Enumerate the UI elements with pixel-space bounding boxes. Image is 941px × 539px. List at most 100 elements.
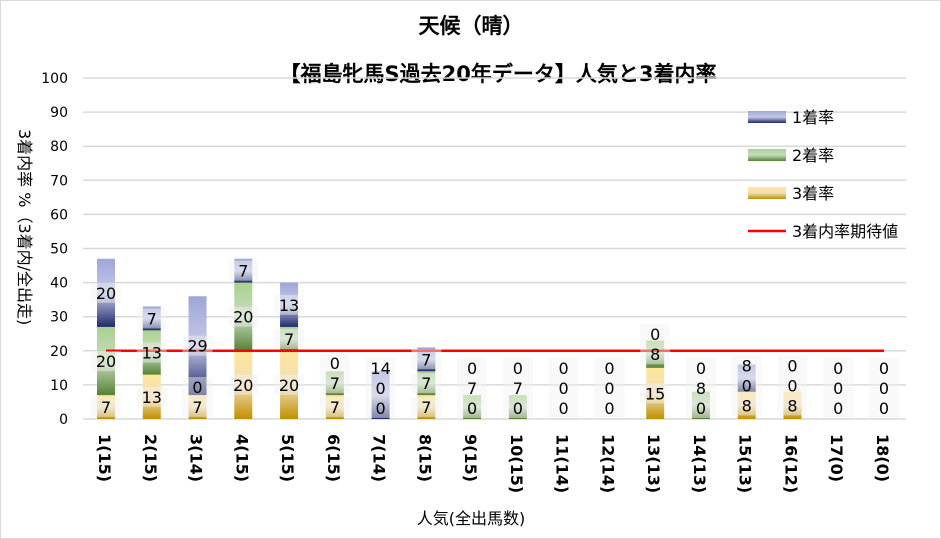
bar-segment-1 <box>97 395 115 419</box>
data-label-bg <box>548 378 579 398</box>
data-label-bg <box>685 358 716 378</box>
y-axis-label: 3着内率 %（3着内/全出走) <box>15 129 34 325</box>
data-label: 0 <box>513 359 523 378</box>
y-tick-label: 80 <box>50 139 68 155</box>
data-label-bg <box>365 378 396 398</box>
x-tick-label: 10(15) <box>507 434 526 493</box>
data-label: 7 <box>330 398 340 417</box>
data-label-bg <box>182 335 213 356</box>
data-label: 0 <box>192 378 202 397</box>
x-tick-label: 16(12) <box>781 434 800 493</box>
x-tick-label: 7(14) <box>370 434 389 482</box>
data-label: 8 <box>742 396 752 415</box>
legend: 1着率 2着率 3着率 3着内率期待値 <box>748 108 898 241</box>
y-tick-label: 0 <box>59 412 68 428</box>
y-tick-label: 90 <box>50 105 68 121</box>
data-label-bg <box>640 383 671 404</box>
bar-segment-1 <box>737 391 756 419</box>
data-label: 13 <box>142 344 162 363</box>
data-label: 0 <box>559 379 569 398</box>
legend-label: 3着内率期待値 <box>792 222 898 241</box>
data-label: 7 <box>421 350 431 369</box>
y-tick-label: 100 <box>41 71 68 87</box>
data-label: 0 <box>604 359 614 378</box>
data-label: 7 <box>147 309 157 328</box>
data-label: 7 <box>421 398 431 417</box>
legend-swatch <box>748 187 786 199</box>
bar-segment-2 <box>417 371 436 396</box>
data-label-bg <box>411 349 442 370</box>
x-tick-label: 9(15) <box>461 434 480 482</box>
data-label-bg <box>502 378 533 398</box>
data-label-bg <box>136 386 167 407</box>
legend-swatch <box>748 149 786 161</box>
x-axis-label: 人気(全出馬数) <box>417 509 526 528</box>
legend-label: 2着率 <box>792 146 834 165</box>
bar-segment-2 <box>691 391 710 419</box>
x-tick-label: 2(15) <box>141 434 160 482</box>
data-label-bg <box>731 375 762 396</box>
y-tick-label: 20 <box>50 344 68 360</box>
data-label-bg <box>274 374 305 395</box>
data-label-bg <box>228 306 259 327</box>
data-label: 7 <box>421 374 431 393</box>
x-tick-label: 5(15) <box>278 434 297 482</box>
data-label-bg <box>823 398 854 418</box>
data-label-bg <box>91 351 121 372</box>
data-label-bg <box>685 378 716 398</box>
data-label-bg <box>274 328 305 349</box>
data-label-bg <box>594 378 625 398</box>
data-label: 13 <box>279 296 299 315</box>
data-label-bg <box>502 358 533 378</box>
y-tick-label: 70 <box>50 173 68 189</box>
data-label-bg <box>594 358 625 378</box>
data-label: 0 <box>696 399 706 418</box>
data-label: 0 <box>513 399 523 418</box>
data-label: 29 <box>187 337 207 356</box>
x-tick-label: 12(14) <box>598 434 617 493</box>
bar-segment-3 <box>234 258 253 283</box>
data-label: 0 <box>833 379 843 398</box>
data-label: 7 <box>238 262 248 281</box>
data-label-bg <box>823 378 854 398</box>
x-tick-label: 15(13) <box>736 434 755 493</box>
bar-segment-1 <box>417 395 436 419</box>
chart-subtitle: 【福島牝馬S過去20年データ】人気と3着内率 <box>280 62 717 86</box>
data-label: 0 <box>559 399 569 418</box>
y-tick-label: 30 <box>50 310 68 326</box>
x-tick-label: 11(14) <box>553 434 572 493</box>
data-label: 0 <box>650 325 660 344</box>
data-label-bg <box>457 398 488 418</box>
data-label-bg <box>319 397 350 418</box>
data-label: 0 <box>787 376 797 395</box>
data-label-bg <box>182 377 213 398</box>
data-label-bg <box>457 358 488 378</box>
data-label: 0 <box>833 399 843 418</box>
bar-segment-3 <box>417 347 436 372</box>
data-label-bg <box>319 353 350 374</box>
chart-title: 天候（晴） <box>419 14 524 38</box>
data-label: 0 <box>604 399 614 418</box>
data-label: 7 <box>330 374 340 393</box>
data-label-bg <box>594 398 625 418</box>
y-tick-label: 50 <box>50 242 68 258</box>
data-label: 0 <box>467 359 477 378</box>
data-label: 8 <box>650 345 660 364</box>
data-label: 7 <box>101 398 111 417</box>
data-label-bg <box>136 308 167 329</box>
bar-segment-1 <box>234 350 253 419</box>
bar-segment-1 <box>783 391 802 419</box>
data-label-bg <box>640 344 671 365</box>
legend-swatch <box>748 111 786 123</box>
data-label-bg <box>411 373 442 394</box>
bar-segment-2 <box>508 395 527 419</box>
bar-segment-3 <box>371 371 390 419</box>
x-tick-label: 3(14) <box>187 434 206 482</box>
data-label-bg <box>136 342 167 363</box>
data-label: 7 <box>513 379 523 398</box>
data-label: 15 <box>645 384 665 403</box>
y-tick-label: 10 <box>50 378 68 394</box>
data-label: 20 <box>96 284 116 303</box>
bar-segment-3 <box>737 364 756 392</box>
